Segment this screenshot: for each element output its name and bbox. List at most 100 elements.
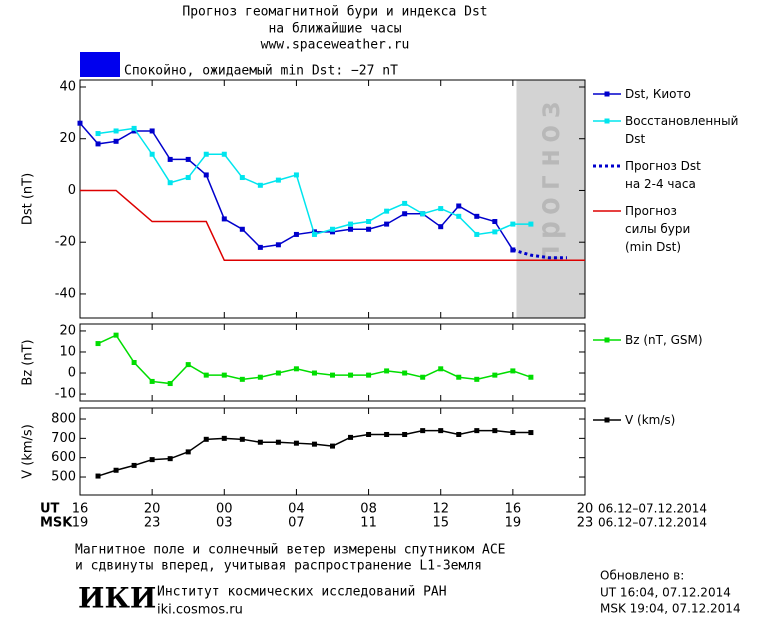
status: Спокойно, ожидаемый min Dst: −27 nT [124,64,398,79]
y-tick-label: 20 [59,323,76,338]
data-point [149,457,155,463]
x2-tick-label: 19 [505,516,522,531]
updated-ut: UT 16:04, 07.12.2014 [600,586,731,600]
series-line [80,189,585,262]
plot-frame [79,407,586,496]
data-point [438,206,444,212]
y-axis-label: Dst (nT) [21,173,36,225]
legend-entry: Bz (nT, GSM) [625,333,703,347]
data-point [492,229,498,235]
data-point [330,443,335,449]
date-range: 06.12–07.12.2014 [598,516,707,530]
x-tick-label: 20 [577,502,594,517]
data-point [293,440,299,446]
y-tick-label: 700 [51,431,76,446]
data-point [95,141,101,147]
footer-note: и сдвинуты вперед, учитывая распростране… [75,559,482,574]
data-point [348,226,354,232]
data-point [402,370,408,376]
legend-marker [604,417,610,423]
data-point [438,366,444,372]
data-point [348,221,354,227]
series-group [77,120,585,262]
footer-note: Магнитное поле и солнечный ветер измерен… [75,543,505,558]
data-point [293,366,299,372]
data-point [131,128,137,134]
data-point [311,231,317,237]
y-tick-label: 800 [51,412,76,427]
data-point [95,341,101,347]
institute: Институт космических исследований РАН [157,585,447,600]
data-point [456,374,462,380]
data-point [131,125,137,131]
x-tick-label: 04 [288,502,305,517]
data-point [330,226,335,232]
x-tick-label: 08 [360,502,377,517]
data-point [275,439,281,445]
data-point [510,221,516,227]
data-point [348,434,354,440]
data-point [275,370,281,376]
data-point [185,175,191,181]
legend-entry: Восстановленный Dst [625,114,739,146]
series-group [95,428,534,479]
data-point [221,216,227,222]
data-point [420,211,426,217]
legend-marker [604,91,610,97]
x-tick-label: 00 [216,502,233,517]
data-point [474,428,480,434]
data-point [113,467,119,473]
data-point [528,430,534,436]
y-tick-label: 10 [59,344,76,359]
data-point [167,180,173,186]
forecast-label: прогноз [532,95,567,263]
data-point [167,156,173,162]
data-point [221,435,227,441]
y-tick-label: 0 [68,366,76,381]
data-point [275,242,281,248]
data-point [185,449,191,455]
data-point [438,224,444,230]
data-point [149,128,155,134]
data-point [492,428,498,434]
data-point [311,229,317,235]
series-line [97,429,531,477]
data-point [95,473,101,479]
data-point [510,430,516,436]
data-point [149,151,155,157]
legend-marker [604,337,610,343]
data-point [474,231,480,237]
data-point [149,378,155,384]
x2-row-label: MSK [40,516,73,531]
legend-entry: Прогноз силы бури (min Dst) [625,204,691,254]
data-point [221,151,227,157]
x2-tick-label: 07 [288,516,305,531]
data-point [456,213,462,219]
data-point [474,213,480,219]
data-point [239,436,245,442]
x2-tick-label: 23 [577,516,594,531]
data-point [77,120,83,126]
data-point [492,372,498,378]
data-point [257,182,263,188]
data-point [384,221,390,227]
y-tick-label: -10 [55,387,76,402]
data-point [456,431,462,437]
data-point [384,208,390,214]
y-axis-label: Bz (nT) [21,339,36,385]
data-point [492,219,498,225]
site: iki.cosmos.ru [157,603,243,618]
x-tick-label: 16 [505,502,522,517]
y-tick-label: -20 [55,235,76,250]
data-point [275,177,281,183]
x-tick-label: 16 [72,502,89,517]
title: Прогноз геомагнитной бури и индекса Dst [182,5,487,20]
data-point [221,372,227,378]
data-point [203,151,209,157]
data-point [420,428,426,434]
data-point [456,203,462,209]
data-point [131,360,137,365]
x2-tick-label: 19 [72,516,89,531]
data-point [311,370,317,376]
